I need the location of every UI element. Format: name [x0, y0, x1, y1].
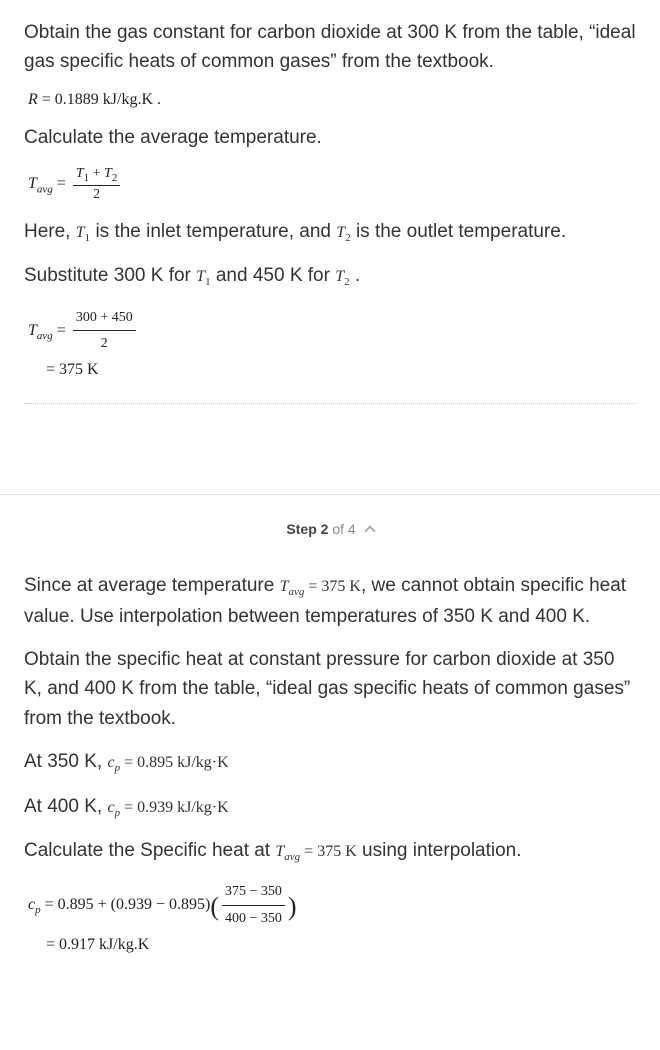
eq-value: = 375 K	[304, 578, 361, 595]
paragraph: Here, T1 is the inlet temperature, and T…	[24, 217, 636, 247]
plus: +	[93, 166, 101, 181]
step-label: Step	[286, 521, 320, 537]
paragraph: At 400 K, cp = 0.939 kJ/kg·K	[24, 792, 636, 822]
sub-2: 2	[344, 277, 350, 289]
sub-2: 2	[112, 172, 118, 184]
text: Since at average temperature	[24, 575, 280, 596]
sub-p: p	[35, 904, 41, 916]
denominator: 400 − 350	[222, 906, 285, 931]
var-T: T	[336, 224, 345, 241]
dotted-separator	[24, 403, 636, 404]
fraction: 375 − 350 400 − 350	[222, 880, 285, 931]
paragraph: Calculate the average temperature.	[24, 123, 636, 152]
var-R: R	[28, 91, 38, 108]
var-T: T	[76, 224, 85, 241]
expr: = 0.895 + (0.939 − 0.895)	[45, 896, 211, 913]
eq-R-value: = 0.1889 kJ/kg.K .	[42, 91, 161, 108]
text: is the inlet temperature, and	[95, 221, 336, 242]
text: and 450 K for	[216, 265, 335, 286]
equation-result: = 0.917 kJ/kg.K	[28, 931, 636, 958]
var-T: T	[196, 268, 205, 285]
paragraph: Since at average temperature Tavg = 375 …	[24, 571, 636, 631]
sub-2: 2	[345, 232, 351, 244]
sub-1: 1	[84, 172, 90, 184]
equals: =	[57, 175, 66, 192]
numerator: 375 − 350	[222, 880, 285, 906]
eq-value: = 0.939 kJ/kg·K	[120, 799, 229, 816]
var-T: T	[335, 268, 344, 285]
var-T: T	[104, 166, 112, 181]
numerator: 300 + 450	[73, 306, 136, 332]
eq-value: = 0.895 kJ/kg·K	[120, 754, 229, 771]
equation-result: = 375 K	[28, 356, 636, 383]
paragraph: Calculate the Specific heat at Tavg = 37…	[24, 836, 636, 866]
text: .	[355, 265, 360, 286]
var-c: c	[107, 754, 114, 771]
equation-Tavg-calc: Tavg = 300 + 450 2 = 375 K	[28, 306, 636, 384]
paragraph: Obtain the gas constant for carbon dioxi…	[24, 18, 636, 77]
var-T: T	[28, 322, 37, 339]
equation-R: R = 0.1889 kJ/kg.K .	[28, 91, 636, 109]
fraction: T1 + T2 2	[73, 166, 121, 203]
text: At 350 K,	[24, 751, 107, 772]
var-c: c	[107, 799, 114, 816]
text: Here,	[24, 221, 76, 242]
equation-Tavg-def: Tavg = T1 + T2 2	[28, 166, 636, 203]
text: Calculate the Specific heat at	[24, 840, 275, 861]
sub-avg: avg	[284, 851, 300, 863]
text: is the outlet temperature.	[356, 221, 566, 242]
equation-cp-calc: cp = 0.895 + (0.939 − 0.895)( 375 − 350 …	[28, 880, 636, 958]
var-T: T	[28, 175, 37, 192]
section-separator	[0, 494, 660, 495]
spacer	[24, 424, 636, 494]
sub-1: 1	[205, 277, 211, 289]
fraction: 300 + 450 2	[73, 306, 136, 357]
text: Substitute 300 K for	[24, 265, 196, 286]
var-T: T	[280, 578, 289, 595]
sub-avg: avg	[289, 587, 305, 599]
denominator: 2	[73, 186, 121, 203]
sub-avg: avg	[37, 330, 53, 342]
denominator: 2	[73, 331, 136, 356]
text: At 400 K,	[24, 796, 107, 817]
sub-1: 1	[85, 232, 91, 244]
var-T: T	[76, 166, 84, 181]
paragraph: Obtain the specific heat at constant pre…	[24, 645, 636, 733]
equals: =	[57, 322, 66, 339]
paragraph: Substitute 300 K for T1 and 450 K for T2…	[24, 261, 636, 291]
eq-value: = 375 K	[300, 843, 357, 860]
var-T: T	[275, 843, 284, 860]
step-header[interactable]: Step 2 of 4	[24, 521, 636, 537]
paragraph: At 350 K, cp = 0.895 kJ/kg·K	[24, 747, 636, 777]
sub-avg: avg	[37, 184, 53, 196]
text: using interpolation.	[362, 840, 522, 861]
step-total: of 4	[328, 521, 355, 537]
chevron-up-icon	[364, 526, 375, 537]
